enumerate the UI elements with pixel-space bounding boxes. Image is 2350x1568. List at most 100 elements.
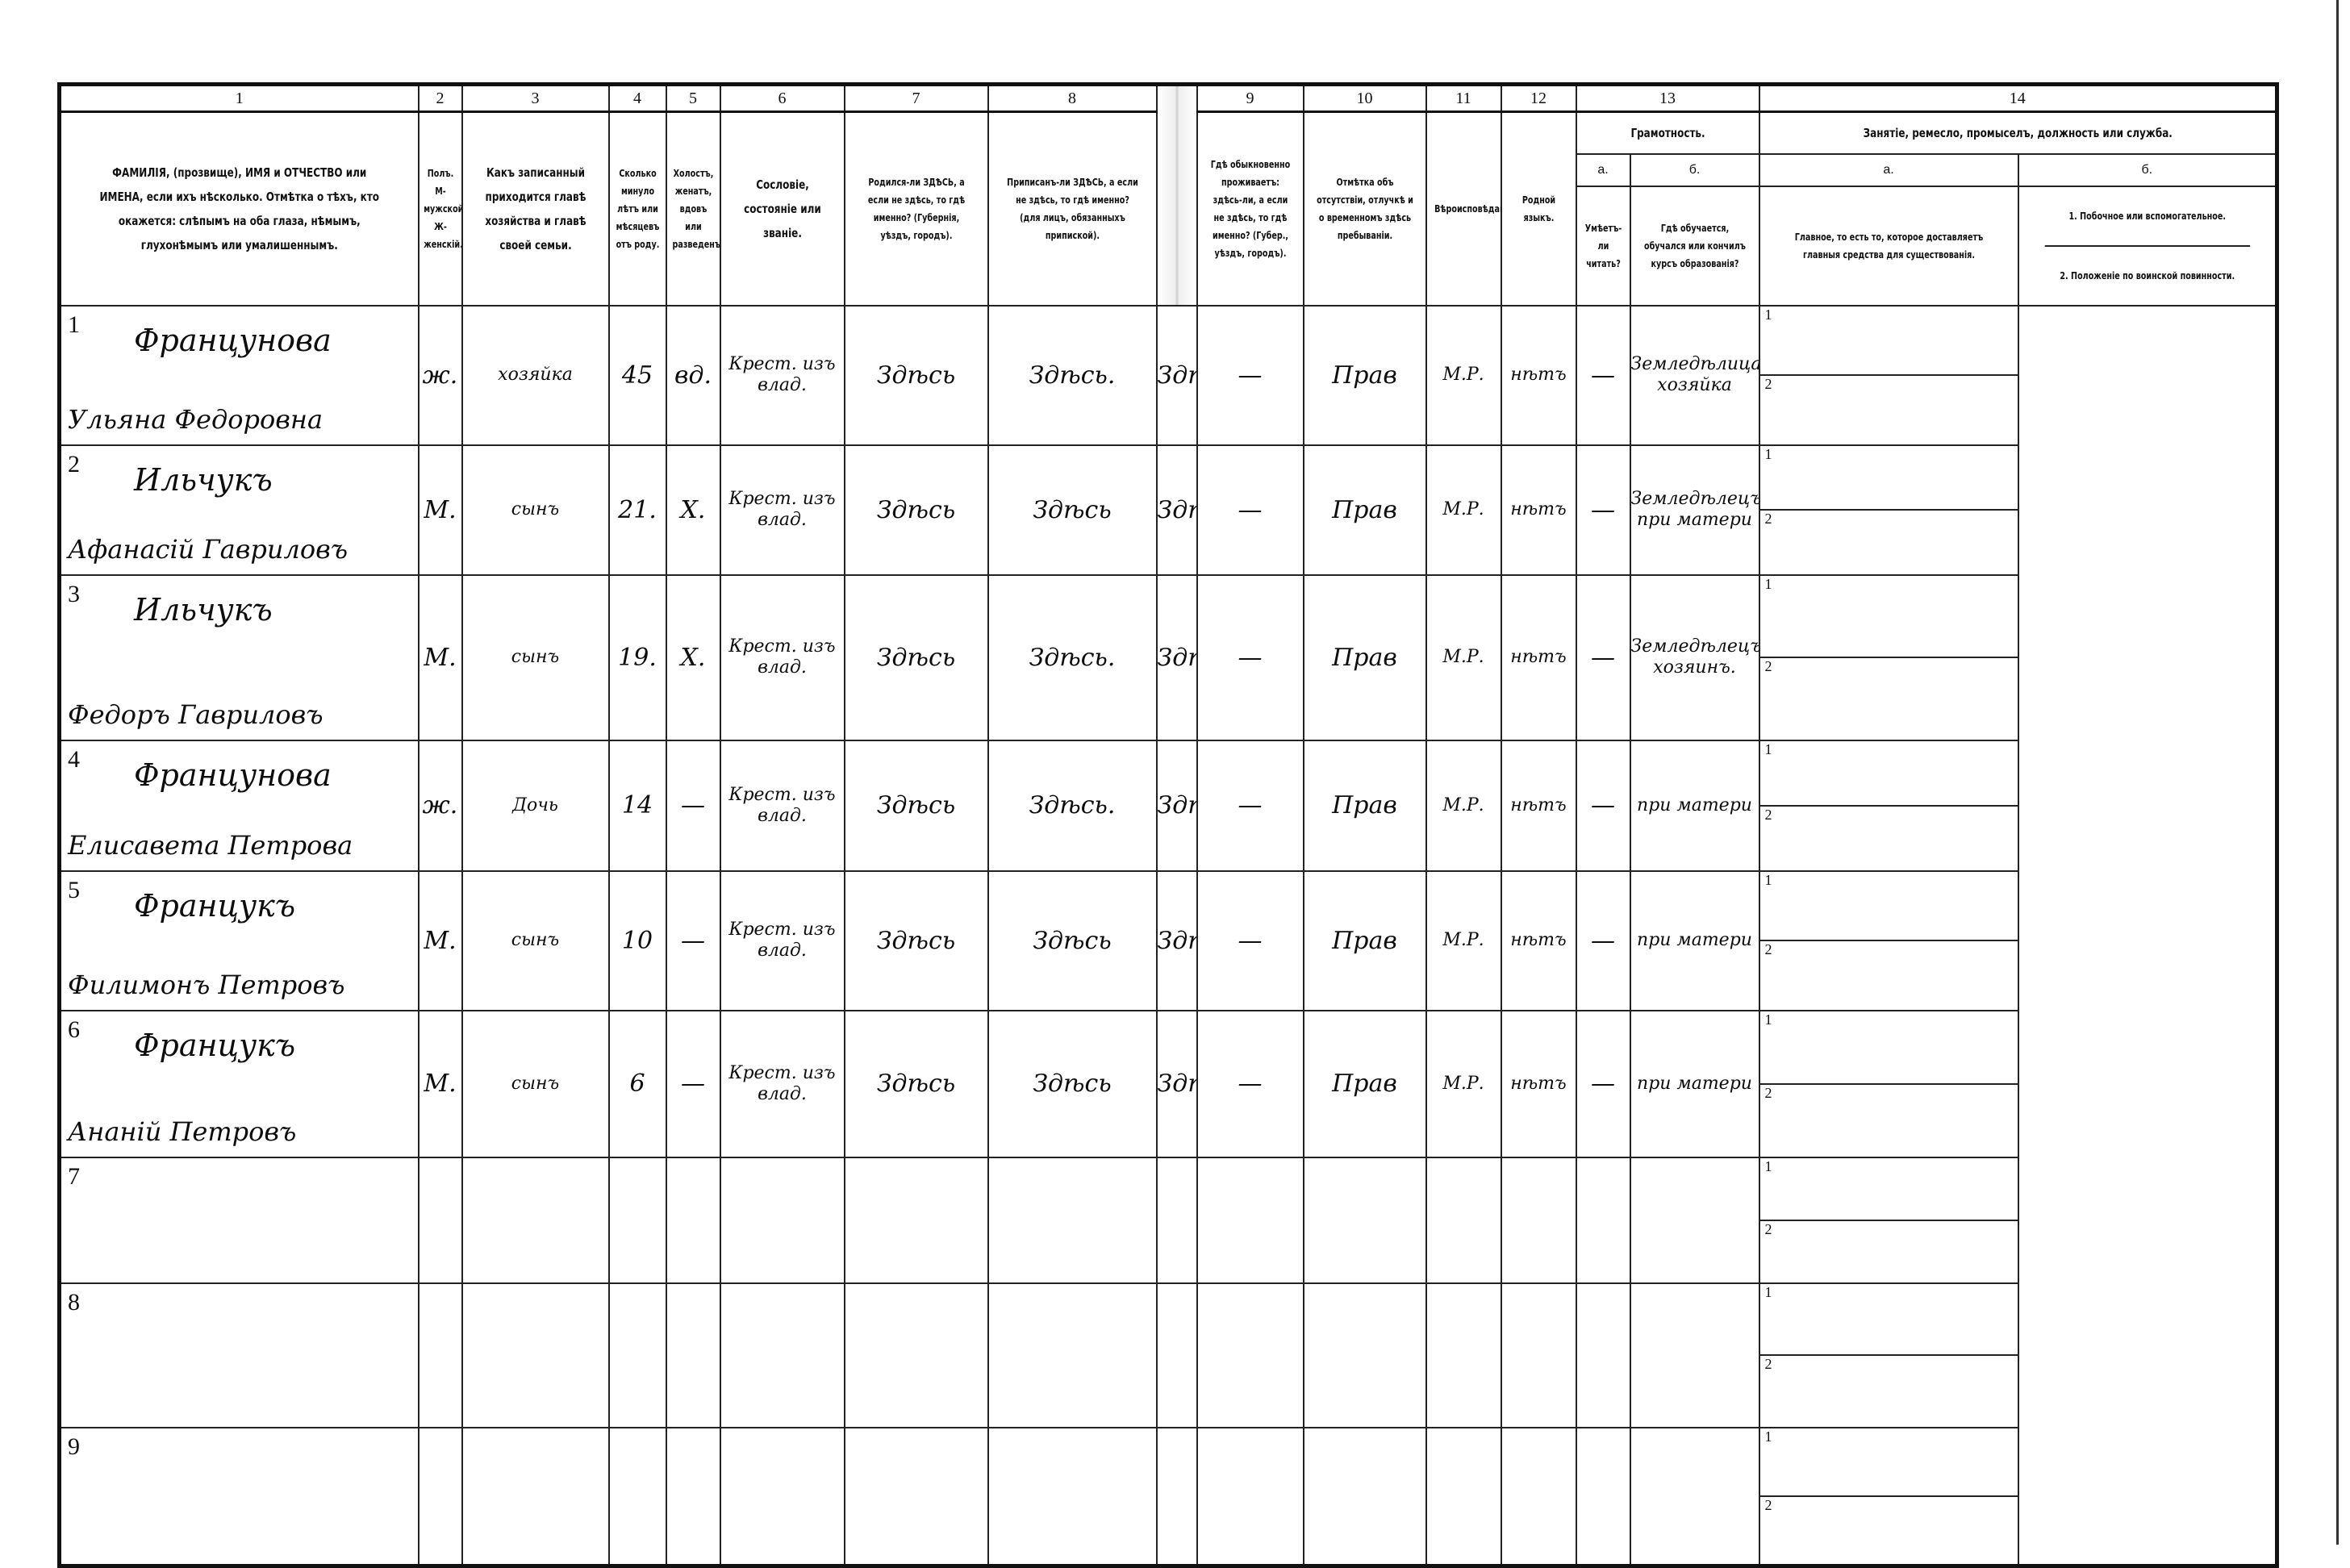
col-number: 13 bbox=[1575, 83, 1760, 113]
religion-value: Прав bbox=[1332, 643, 1397, 672]
literate-value: нѣтъ bbox=[1510, 794, 1567, 815]
sub-line-2: 2 bbox=[1764, 941, 1772, 957]
born-cell: Здѣсь bbox=[843, 304, 989, 446]
religion-cell: Прав bbox=[1302, 739, 1427, 872]
sex-cell: М. bbox=[417, 869, 463, 1011]
language-cell bbox=[1425, 1156, 1502, 1284]
header-education: Гдѣ обучается, обучался или кончилъ курс… bbox=[1629, 185, 1760, 307]
age-value: 6 bbox=[629, 1070, 645, 1098]
surname: Ильчукъ bbox=[134, 591, 273, 628]
page-gutter bbox=[1155, 84, 1198, 306]
registered-value: Здѣсь. bbox=[1029, 643, 1116, 672]
given-names: Ульяна Федоровна bbox=[68, 403, 323, 435]
residence-cell bbox=[1155, 1282, 1198, 1428]
residence-cell: Здѣсь. bbox=[1155, 739, 1198, 872]
age-cell bbox=[607, 1426, 667, 1566]
header-can-read: Умѣетъ-ли читать? bbox=[1575, 185, 1631, 307]
estate-cell: Крест. изъ влад. bbox=[719, 739, 845, 872]
age-cell: 6 bbox=[607, 1009, 667, 1158]
letter: а. bbox=[1575, 152, 1631, 187]
occupation-cell: Земледѣлецъ при матери bbox=[1629, 444, 1760, 576]
education-value: — bbox=[1591, 361, 1615, 390]
language-cell: М.Р. bbox=[1425, 573, 1502, 741]
name-cell: 8 bbox=[58, 1282, 419, 1428]
education-value: — bbox=[1591, 926, 1615, 955]
header-residence: Гдѣ обыкновенно проживаетъ: здѣсь-ли, а … bbox=[1196, 111, 1304, 307]
born-value: Здѣсь bbox=[876, 791, 956, 819]
age-value: 14 bbox=[621, 791, 653, 819]
religion-cell: Прав bbox=[1302, 573, 1427, 741]
religion-cell: Прав bbox=[1302, 1009, 1427, 1158]
surname: Францунова bbox=[134, 757, 332, 793]
relation-cell: сынъ bbox=[461, 1009, 610, 1158]
registered-cell: Здѣсь. bbox=[987, 573, 1158, 741]
registered-value: Здѣсь. bbox=[1029, 361, 1116, 390]
absence-value: — bbox=[1238, 791, 1263, 819]
marital-cell: вд. bbox=[665, 304, 721, 446]
registered-cell: Здѣсь. bbox=[987, 304, 1158, 446]
name-cell: 4 Францунова Елисавета Петрова bbox=[58, 739, 419, 872]
born-value: Здѣсь bbox=[876, 495, 956, 524]
age-cell: 19. bbox=[607, 573, 667, 741]
absence-value: — bbox=[1238, 361, 1263, 390]
residence-cell bbox=[1155, 1156, 1198, 1284]
relation-value: сынъ bbox=[511, 1073, 560, 1094]
header-name: ФАМИЛІЯ, (прозвище), ИМЯ и ОТЧЕСТВО или … bbox=[58, 111, 419, 307]
language-cell: М.Р. bbox=[1425, 739, 1502, 872]
relation-value: сынъ bbox=[511, 647, 560, 667]
registered-value: Здѣсь. bbox=[1029, 791, 1116, 819]
education-cell: — bbox=[1575, 869, 1631, 1011]
born-cell: Здѣсь bbox=[843, 573, 989, 741]
surname: Францукъ bbox=[134, 887, 296, 924]
column-number-row: 1 2 3 4 5 6 7 8 9 10 11 12 13 14 bbox=[58, 83, 2278, 306]
religion-value: Прав bbox=[1332, 361, 1397, 390]
relation-value: сынъ bbox=[511, 499, 560, 519]
sex-value: М. bbox=[424, 1070, 457, 1098]
header-occupation: Занятіе, ремесло, промыселъ, должность и… bbox=[1758, 111, 2278, 155]
marital-cell bbox=[665, 1282, 721, 1428]
residence-cell: Здѣсь bbox=[1155, 304, 1198, 446]
table-row: 6 Францукъ Ананій Петровъ М. сынъ 6— Крест. … bbox=[58, 1009, 2277, 1158]
education-value: — bbox=[1591, 495, 1615, 524]
literate-cell: нѣтъ bbox=[1500, 1009, 1577, 1158]
marital-value: Х. bbox=[680, 643, 706, 672]
relation-cell bbox=[461, 1282, 610, 1428]
name-cell: 1 Францунова Ульяна Федоровна bbox=[58, 304, 419, 446]
estate-value: Крест. изъ влад. bbox=[728, 784, 836, 826]
education-cell: — bbox=[1575, 739, 1631, 872]
relation-value: хозяйка bbox=[498, 365, 573, 385]
registered-cell: Здѣсь. bbox=[987, 739, 1158, 872]
given-names: Афанасій Гавриловъ bbox=[68, 533, 349, 565]
age-cell: 45 bbox=[607, 304, 667, 446]
row-number: 6 bbox=[68, 1015, 80, 1043]
estate-value: Крест. изъ влад. bbox=[728, 636, 836, 678]
relation-value: сынъ bbox=[511, 930, 560, 950]
literate-value: нѣтъ bbox=[1510, 499, 1567, 519]
col-number: 11 bbox=[1425, 83, 1502, 113]
sub-line-2: 2 bbox=[1764, 1084, 1772, 1101]
name-cell: 5 Францукъ Филимонъ Петровъ bbox=[58, 869, 419, 1011]
estate-cell bbox=[719, 1156, 845, 1284]
header-registered: Приписанъ-ли ЗДѢСЬ, а если не здѣсь, то … bbox=[987, 111, 1158, 307]
education-value: — bbox=[1591, 791, 1615, 819]
relation-cell bbox=[461, 1156, 610, 1284]
col-number: 1 bbox=[58, 83, 419, 113]
name-cell: 9 bbox=[58, 1426, 419, 1566]
header-language: Родной языкъ. bbox=[1500, 111, 1577, 307]
sub-line-2: 2 bbox=[1764, 1220, 1772, 1237]
religion-value: Прав bbox=[1332, 791, 1397, 819]
sub-line-1: 1 bbox=[1760, 1159, 2017, 1221]
col-number: 8 bbox=[987, 83, 1158, 113]
sub-line-1: 1 bbox=[1760, 873, 2017, 941]
sex-value: ж. bbox=[422, 361, 458, 390]
occupation-value: Земледѣлецъ при матери bbox=[1630, 489, 1759, 530]
residence-value: Здѣсь bbox=[1157, 1070, 1196, 1098]
sub-line-1: 1 bbox=[1760, 447, 2017, 511]
letter: б. bbox=[1629, 152, 1760, 187]
